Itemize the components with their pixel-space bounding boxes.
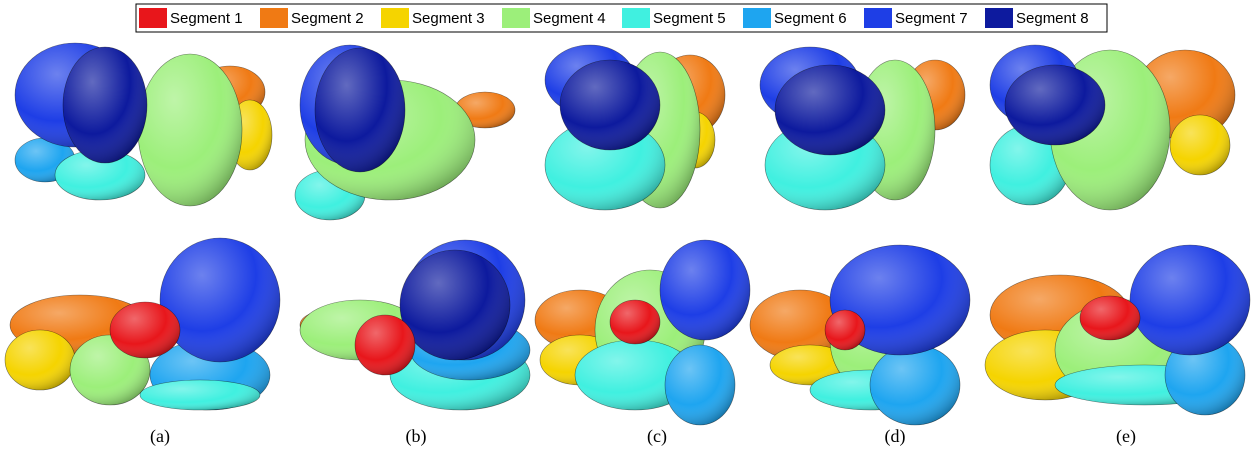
legend-label: Segment 4 [533, 10, 606, 27]
legend-swatch [502, 8, 530, 28]
panel-caption: (e) [1116, 426, 1136, 447]
legend-swatch [622, 8, 650, 28]
legend-label: Segment 8 [1016, 10, 1089, 27]
legend-swatch [743, 8, 771, 28]
segment-shading [1130, 245, 1250, 355]
segment-shading [1170, 115, 1230, 175]
segment-shading [560, 60, 660, 150]
panel-caption: (d) [885, 426, 906, 447]
segment-shading [1080, 296, 1140, 340]
legend-label: Segment 3 [412, 10, 485, 27]
segment-shading [825, 310, 865, 350]
segment-shading [660, 240, 750, 340]
segment-shading [110, 302, 180, 358]
legend-swatch [985, 8, 1013, 28]
panel-caption: (b) [406, 426, 427, 447]
captions: (a) (b) (c) (d) (e) [150, 426, 1136, 447]
segment-shading [5, 330, 75, 390]
segment-shading [775, 65, 885, 155]
legend-label: Segment 2 [291, 10, 364, 27]
legend-label: Segment 6 [774, 10, 847, 27]
segment-shading [140, 380, 260, 410]
segment-shading [870, 345, 960, 425]
segment-shading [315, 48, 405, 172]
segment-shading [1005, 65, 1105, 145]
segment-shading [160, 238, 280, 362]
legend-swatch [260, 8, 288, 28]
segment-shading [355, 315, 415, 375]
panel-caption: (c) [647, 426, 667, 447]
legend-label: Segment 1 [170, 10, 243, 27]
panel-caption: (a) [150, 426, 170, 447]
legend-swatch [139, 8, 167, 28]
figure: Segment 1 Segment 2 Segment 3 Segment 4 Segm… [0, 0, 1255, 453]
segment-shading [610, 300, 660, 344]
segment-shading [400, 250, 510, 360]
renderings [5, 43, 1250, 425]
legend-label: Segment 5 [653, 10, 726, 27]
segment-shading [665, 345, 735, 425]
segment-shading [138, 54, 242, 206]
legend-swatch [864, 8, 892, 28]
legend-label: Segment 7 [895, 10, 968, 27]
legend-swatch [381, 8, 409, 28]
segment-shading [63, 47, 147, 163]
